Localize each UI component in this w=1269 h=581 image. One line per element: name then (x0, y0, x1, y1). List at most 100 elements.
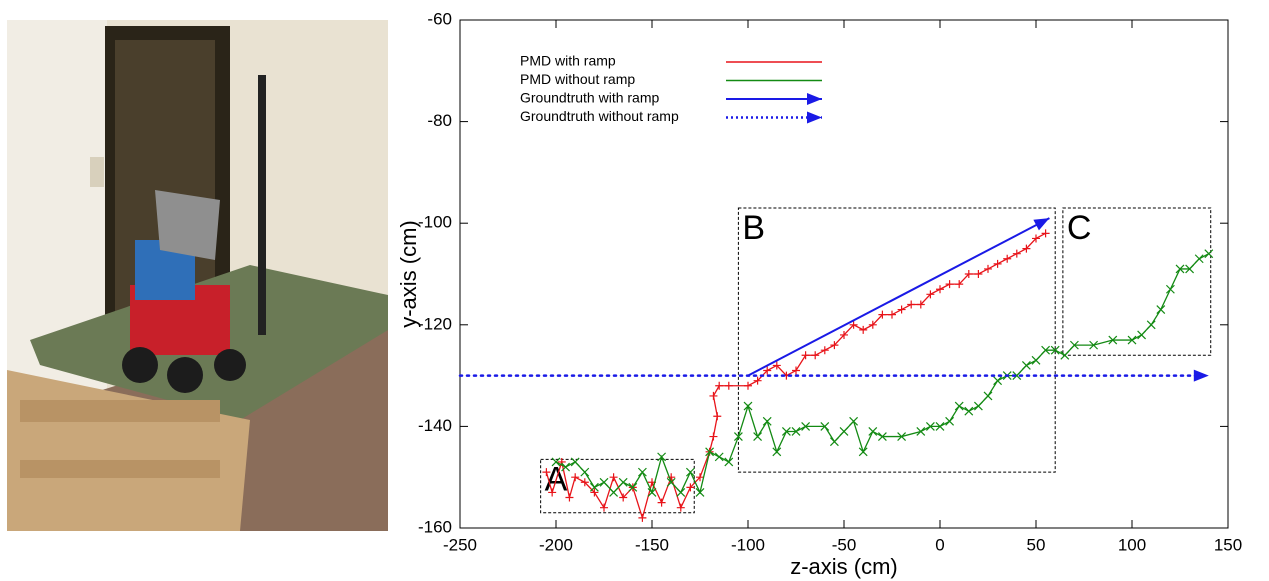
data-point (1022, 244, 1031, 253)
data-point (724, 381, 733, 390)
data-point (724, 457, 734, 467)
data-point (565, 493, 574, 502)
data-point (1003, 254, 1012, 263)
data-point (657, 452, 667, 462)
data-point (1165, 284, 1175, 294)
data-point (993, 376, 1003, 386)
data-point (571, 473, 580, 482)
x-tick-label: -100 (731, 535, 765, 554)
data-point (686, 483, 695, 492)
legend-label: PMD without ramp (520, 71, 635, 87)
data-point (548, 488, 557, 497)
data-point (849, 416, 859, 426)
y-tick-label: -60 (427, 9, 452, 28)
data-point (709, 432, 718, 441)
data-point (993, 259, 1002, 268)
data-point (791, 427, 801, 436)
arrow-head (1193, 369, 1209, 382)
data-point (695, 488, 705, 497)
x-tick-label: 0 (935, 535, 944, 554)
data-point (709, 391, 718, 400)
data-point (840, 330, 848, 339)
x-tick-label: -200 (539, 535, 573, 554)
data-point (715, 381, 724, 390)
y-tick-label: -120 (418, 314, 452, 333)
data-point (1185, 264, 1195, 274)
data-point (964, 270, 973, 278)
data-point (628, 482, 638, 492)
region-box (1062, 207, 1212, 356)
series-line (747, 217, 1050, 377)
data-point (849, 320, 858, 329)
data-point (1041, 345, 1051, 355)
data-point (936, 285, 944, 294)
legend-label: Groundtruth with ramp (520, 90, 659, 106)
region-label: C (1067, 209, 1092, 247)
data-point (1069, 340, 1079, 350)
data-point (829, 437, 839, 447)
data-point (859, 325, 868, 334)
series-line (555, 253, 1210, 495)
region-label: B (742, 209, 765, 247)
data-point (1060, 350, 1070, 360)
data-point (676, 488, 686, 497)
data-point (926, 290, 935, 299)
data-point (763, 366, 772, 375)
data-point (781, 427, 791, 436)
data-point (954, 401, 964, 411)
data-point (713, 412, 722, 421)
data-point (983, 391, 993, 401)
data-point (551, 457, 561, 467)
data-point (637, 467, 647, 477)
data-point (1137, 330, 1147, 340)
data-point (1041, 229, 1050, 238)
data-point (609, 473, 618, 482)
legend-arrow (807, 93, 822, 105)
data-point (916, 427, 926, 436)
data-point (1032, 234, 1040, 243)
data-point (638, 513, 647, 522)
data-point (792, 366, 800, 375)
data-point (580, 478, 589, 487)
data-point (897, 305, 906, 314)
data-point (974, 270, 983, 278)
data-point (935, 421, 945, 431)
arrow-head (1033, 218, 1050, 231)
data-point (570, 457, 580, 467)
data-point (705, 447, 715, 457)
data-point (743, 401, 753, 411)
data-point (820, 346, 829, 355)
data-point (657, 498, 666, 507)
data-point (1194, 254, 1204, 264)
x-tick-label: -250 (443, 535, 477, 554)
data-point (1127, 335, 1137, 345)
data-point (589, 482, 599, 492)
data-point (676, 503, 685, 512)
data-point (897, 432, 907, 441)
data-point (580, 467, 590, 477)
data-point (590, 488, 599, 497)
data-point (1012, 249, 1021, 258)
data-point (1175, 264, 1185, 274)
data-point (945, 280, 954, 289)
data-point (945, 416, 955, 426)
data-point (753, 432, 763, 441)
data-point (858, 447, 868, 457)
data-point (1012, 371, 1022, 381)
data-point (888, 310, 896, 319)
data-point (647, 488, 657, 497)
data-point (878, 310, 887, 319)
data-point (685, 467, 695, 477)
data-point (772, 447, 782, 457)
x-tick-label: 50 (1027, 535, 1046, 554)
data-point (619, 493, 628, 502)
x-tick-label: 100 (1118, 535, 1146, 554)
data-point (955, 280, 964, 289)
data-point (907, 300, 916, 309)
data-point (772, 361, 781, 370)
data-point (877, 432, 887, 441)
data-point (561, 462, 571, 472)
data-point (1146, 320, 1156, 330)
data-point (696, 473, 704, 482)
